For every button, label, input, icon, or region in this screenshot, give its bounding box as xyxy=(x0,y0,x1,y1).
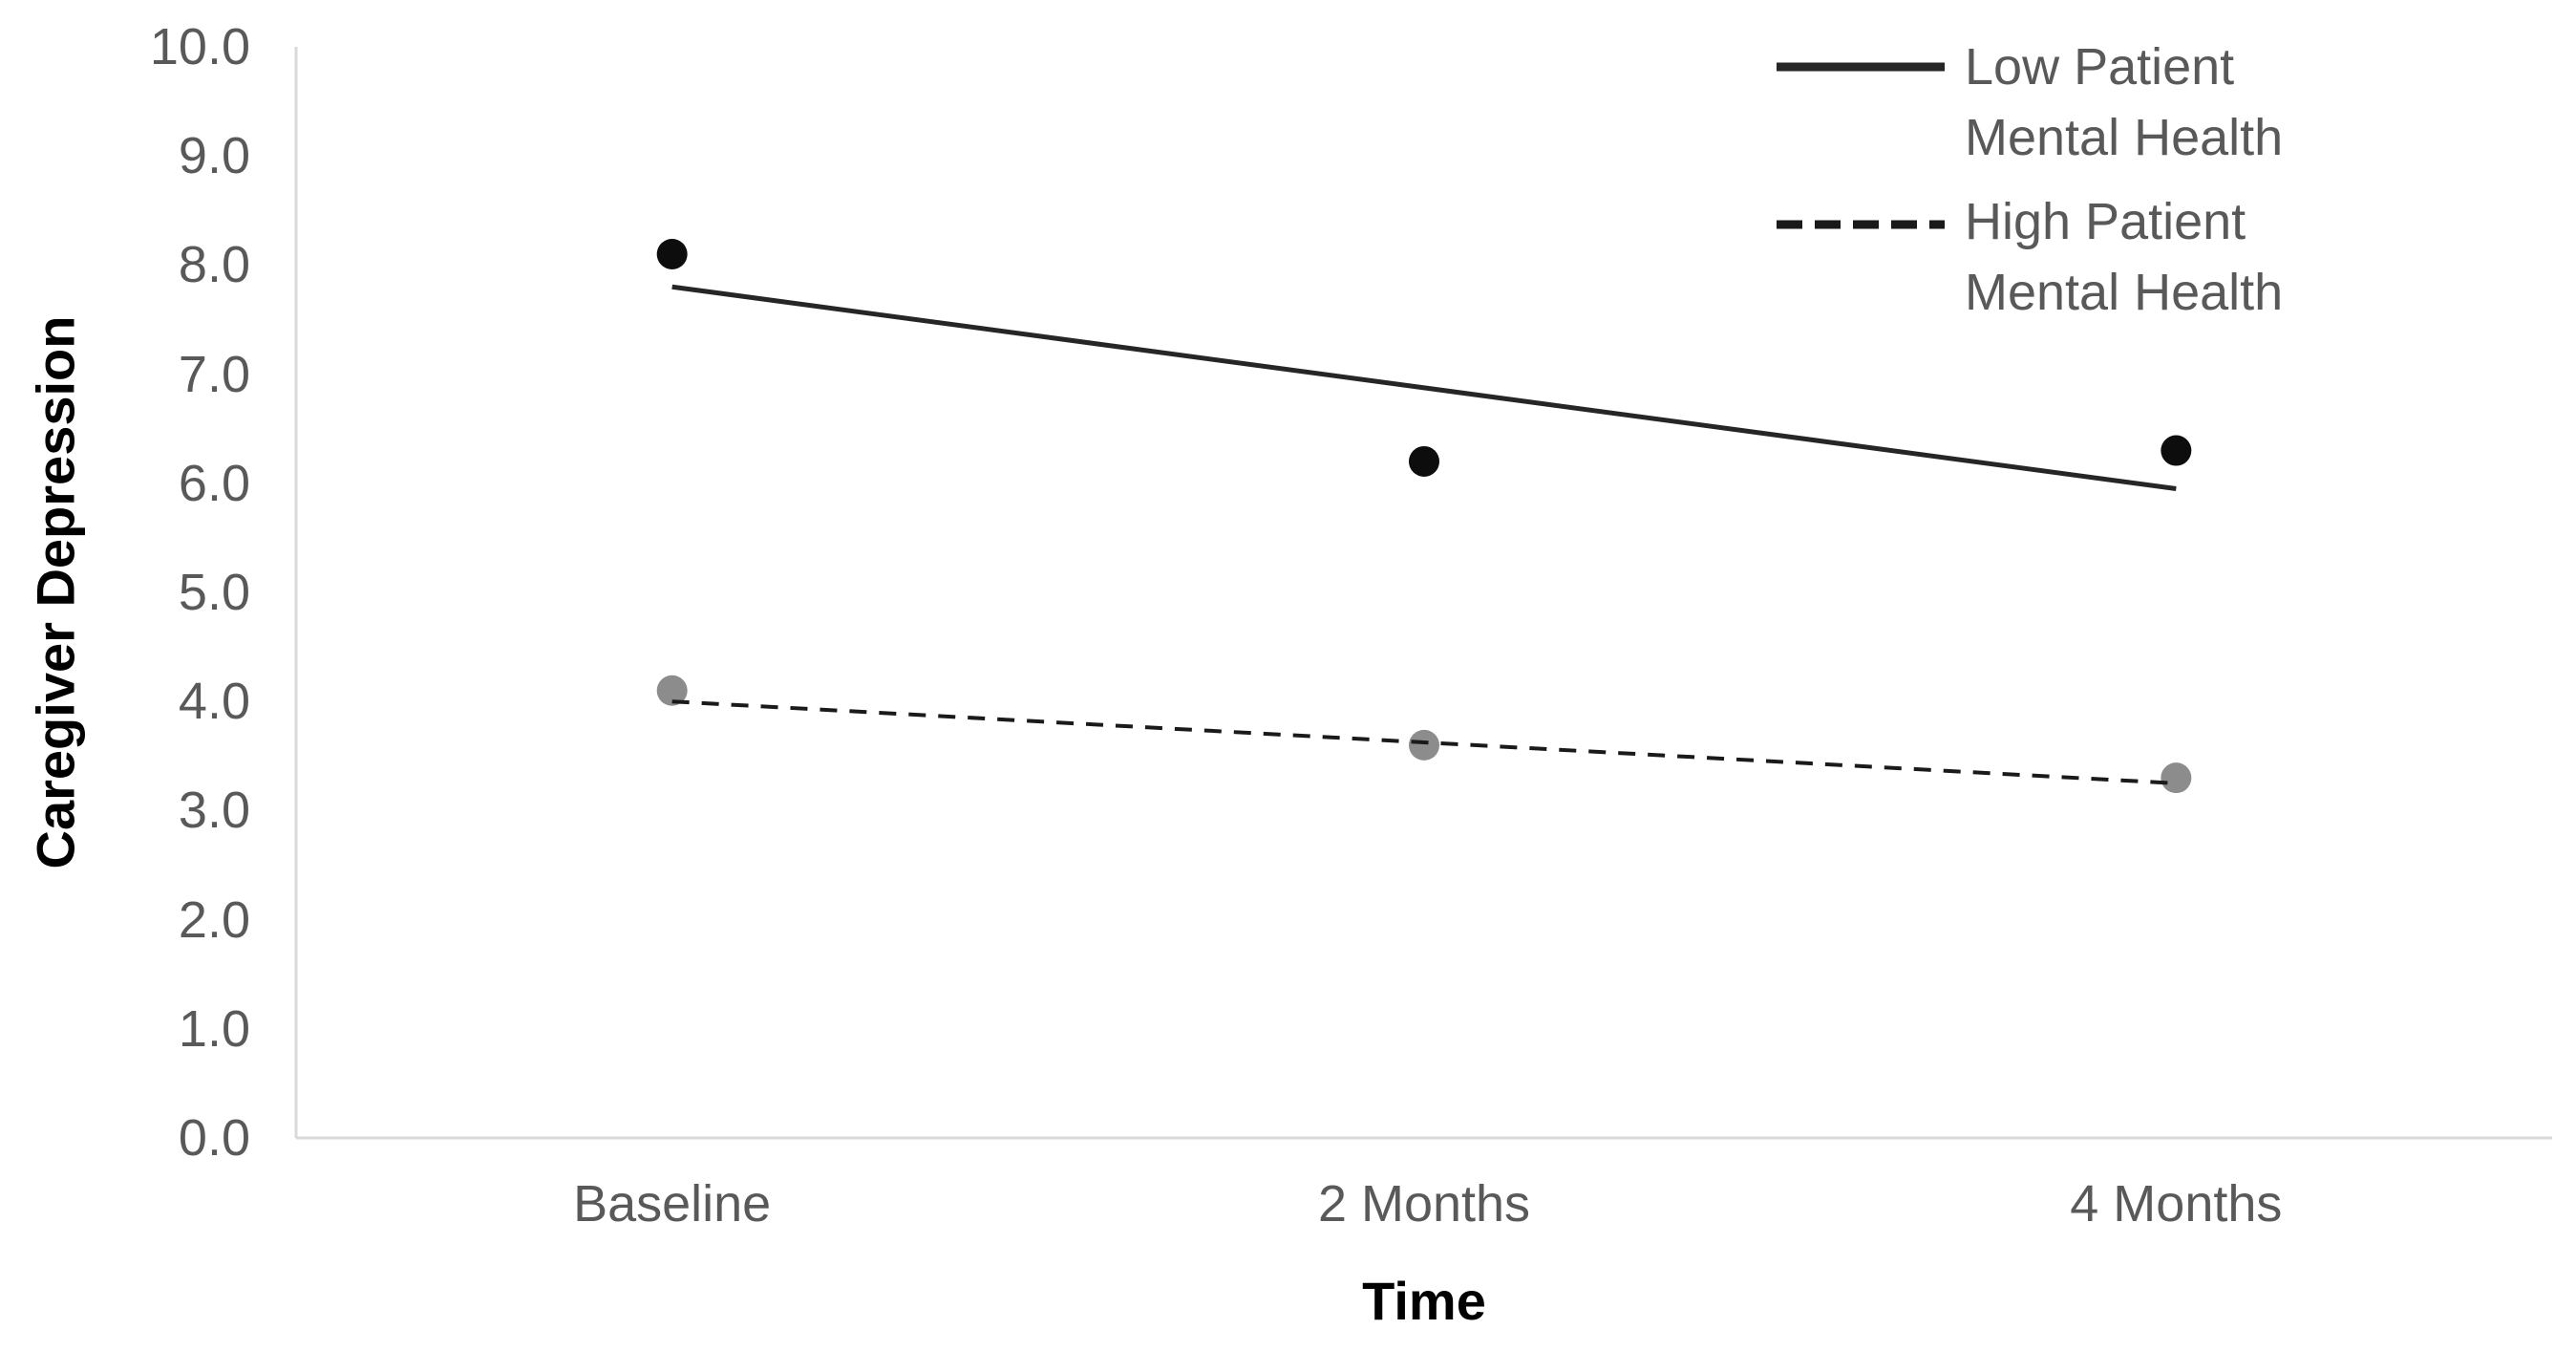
data-point-marker xyxy=(2161,435,2192,466)
y-tick-label: 5.0 xyxy=(178,564,250,621)
x-category-label: Baseline xyxy=(573,1175,772,1233)
legend-entry-high: High Patient Mental Health xyxy=(1965,186,2283,328)
y-tick-label: 10.0 xyxy=(149,18,250,75)
data-point-marker xyxy=(1409,445,1439,477)
data-point-marker xyxy=(1409,729,1439,761)
y-tick-label: 3.0 xyxy=(178,782,250,840)
x-category-label: 4 Months xyxy=(2070,1175,2283,1233)
legend-dashed-line-swatch xyxy=(1777,220,1945,229)
x-category-label: 2 Months xyxy=(1317,1175,1531,1233)
trend-line-dashed xyxy=(671,699,2177,785)
legend-entry-low: Low Patient Mental Health xyxy=(1965,32,2283,173)
legend-label-line: Mental Health xyxy=(1965,109,2284,166)
legend-label-line: Low Patient xyxy=(1965,38,2235,96)
legend-label-line: High Patient xyxy=(1965,193,2246,250)
y-tick-label: 7.0 xyxy=(178,345,250,403)
legend-solid-line-swatch xyxy=(1777,62,1945,72)
y-tick-label: 4.0 xyxy=(178,673,250,731)
data-point-marker xyxy=(2161,762,2192,794)
y-tick-label: 6.0 xyxy=(178,454,250,512)
y-tick-label: 1.0 xyxy=(178,999,250,1058)
data-point-marker xyxy=(656,238,688,269)
data-point-marker xyxy=(656,675,688,706)
y-tick-label: 2.0 xyxy=(178,890,250,949)
legend: Low Patient Mental Health High Patient M… xyxy=(0,0,2576,401)
y-tick-label: 9.0 xyxy=(178,127,250,185)
trend-line-solid xyxy=(671,284,2177,491)
y-tick-label: 8.0 xyxy=(178,236,250,294)
x-axis-title: Time xyxy=(1362,1271,1486,1331)
legend-label-line: Mental Health xyxy=(1965,264,2284,321)
y-tick-label: 0.0 xyxy=(178,1109,250,1167)
